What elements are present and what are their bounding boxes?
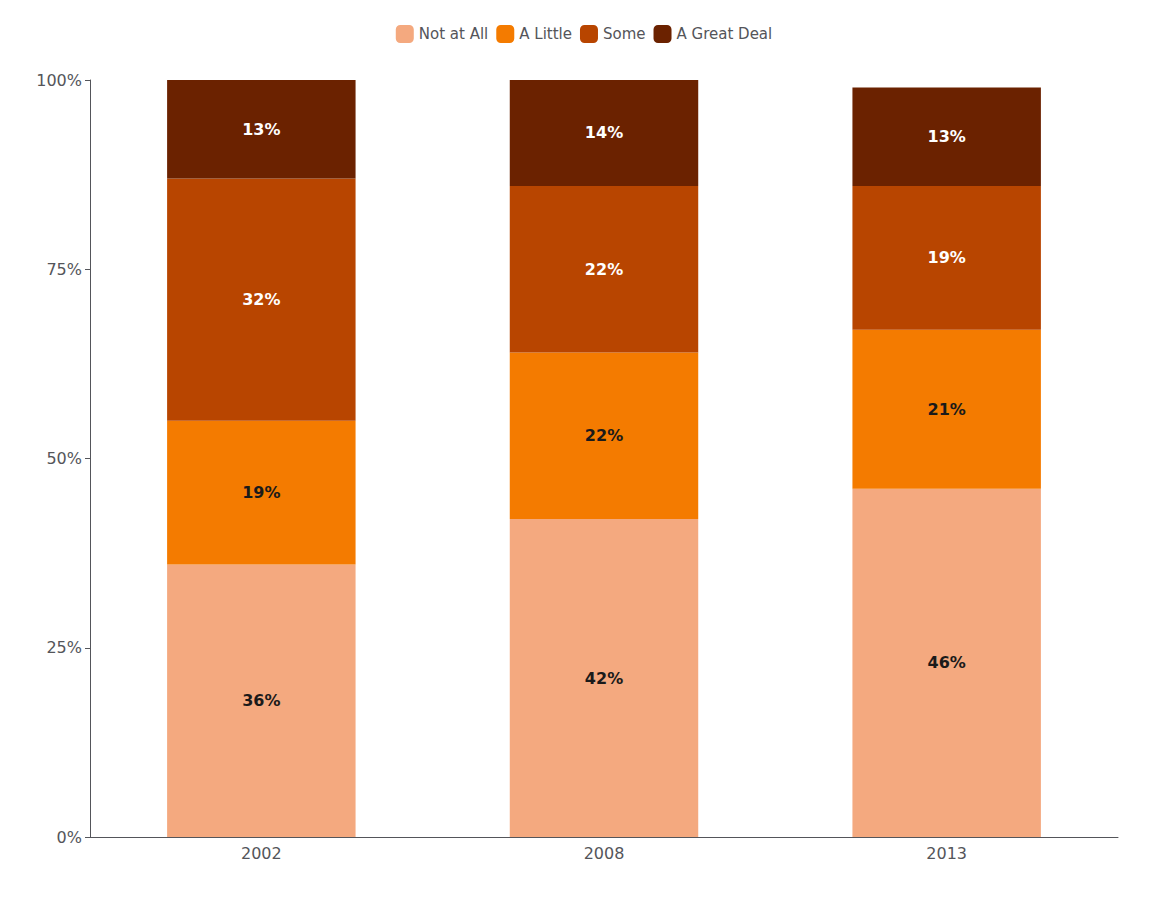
- svg-text:Not at All: Not at All: [419, 25, 489, 43]
- svg-text:21%: 21%: [928, 400, 966, 419]
- svg-text:19%: 19%: [928, 248, 966, 267]
- svg-text:13%: 13%: [928, 127, 966, 146]
- svg-text:22%: 22%: [585, 260, 623, 279]
- svg-text:46%: 46%: [928, 653, 966, 672]
- svg-text:Some: Some: [603, 25, 646, 43]
- svg-text:0%: 0%: [57, 828, 82, 847]
- svg-text:14%: 14%: [585, 123, 623, 142]
- svg-text:2008: 2008: [584, 844, 625, 863]
- svg-text:50%: 50%: [46, 449, 82, 468]
- svg-text:22%: 22%: [585, 426, 623, 445]
- svg-text:A Great Deal: A Great Deal: [677, 25, 773, 43]
- svg-text:25%: 25%: [46, 638, 82, 657]
- svg-text:2002: 2002: [241, 844, 282, 863]
- svg-text:100%: 100%: [36, 71, 82, 90]
- svg-text:36%: 36%: [242, 691, 280, 710]
- svg-text:2013: 2013: [926, 844, 967, 863]
- svg-text:13%: 13%: [242, 120, 280, 139]
- svg-text:42%: 42%: [585, 669, 623, 688]
- svg-text:32%: 32%: [242, 290, 280, 309]
- svg-text:19%: 19%: [242, 483, 280, 502]
- svg-text:75%: 75%: [46, 260, 82, 279]
- svg-text:A Little: A Little: [519, 25, 572, 43]
